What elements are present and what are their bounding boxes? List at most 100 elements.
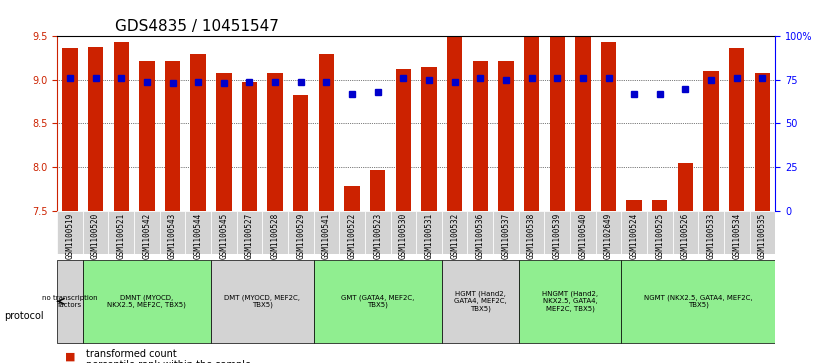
Text: ■: ■: [65, 362, 76, 363]
FancyBboxPatch shape: [570, 211, 596, 254]
FancyBboxPatch shape: [493, 211, 519, 254]
FancyBboxPatch shape: [57, 260, 82, 343]
FancyBboxPatch shape: [288, 211, 313, 254]
Text: GSM1100537: GSM1100537: [501, 213, 511, 259]
Text: GSM1100538: GSM1100538: [527, 213, 536, 259]
Bar: [447, 0, 463, 211]
Bar: [703, 71, 719, 211]
Text: HNGMT (Hand2,
NKX2.5, GATA4,
MEF2C, TBX5): HNGMT (Hand2, NKX2.5, GATA4, MEF2C, TBX5…: [542, 291, 598, 312]
Bar: [319, 54, 334, 211]
Bar: [242, 82, 257, 211]
FancyBboxPatch shape: [672, 211, 698, 254]
Text: GSM1102649: GSM1102649: [604, 213, 613, 259]
Bar: [575, 0, 591, 211]
FancyBboxPatch shape: [621, 211, 647, 254]
Text: transformed count: transformed count: [86, 349, 176, 359]
Text: GSM1100533: GSM1100533: [707, 213, 716, 259]
FancyBboxPatch shape: [519, 260, 621, 343]
Bar: [472, 61, 488, 211]
FancyBboxPatch shape: [109, 211, 134, 254]
Bar: [140, 61, 154, 211]
Bar: [652, 200, 667, 211]
Text: GSM1100534: GSM1100534: [732, 213, 741, 259]
FancyBboxPatch shape: [339, 211, 365, 254]
FancyBboxPatch shape: [237, 211, 262, 254]
Bar: [755, 73, 770, 211]
Text: no transcription
factors: no transcription factors: [42, 295, 98, 308]
Text: GSM1100528: GSM1100528: [271, 213, 280, 259]
Bar: [293, 95, 308, 211]
Text: GSM1100521: GSM1100521: [117, 213, 126, 259]
Bar: [370, 170, 385, 211]
FancyBboxPatch shape: [468, 211, 493, 254]
Bar: [549, 0, 565, 211]
FancyBboxPatch shape: [519, 211, 544, 254]
FancyBboxPatch shape: [185, 211, 211, 254]
Text: GSM1100522: GSM1100522: [348, 213, 357, 259]
FancyBboxPatch shape: [698, 211, 724, 254]
Bar: [88, 47, 104, 211]
FancyBboxPatch shape: [82, 260, 211, 343]
Text: GSM1100524: GSM1100524: [630, 213, 639, 259]
Text: GSM1100532: GSM1100532: [450, 213, 459, 259]
Bar: [113, 42, 129, 211]
Text: GSM1100535: GSM1100535: [758, 213, 767, 259]
Bar: [678, 163, 693, 211]
FancyBboxPatch shape: [313, 260, 441, 343]
FancyBboxPatch shape: [621, 260, 775, 343]
Bar: [627, 200, 642, 211]
Bar: [165, 61, 180, 211]
Text: GMT (GATA4, MEF2C,
TBX5): GMT (GATA4, MEF2C, TBX5): [341, 294, 415, 308]
Text: GSM1100525: GSM1100525: [655, 213, 664, 259]
Text: protocol: protocol: [4, 311, 44, 321]
Text: GSM1100531: GSM1100531: [424, 213, 433, 259]
Bar: [190, 54, 206, 211]
Text: GSM1100536: GSM1100536: [476, 213, 485, 259]
FancyBboxPatch shape: [211, 211, 237, 254]
Text: ■: ■: [65, 351, 76, 362]
FancyBboxPatch shape: [544, 211, 570, 254]
Bar: [729, 48, 744, 211]
FancyBboxPatch shape: [750, 211, 775, 254]
FancyBboxPatch shape: [365, 211, 391, 254]
Bar: [216, 73, 232, 211]
Bar: [421, 67, 437, 211]
FancyBboxPatch shape: [262, 211, 288, 254]
FancyBboxPatch shape: [416, 211, 441, 254]
Bar: [396, 69, 411, 211]
Bar: [344, 186, 360, 211]
Text: GSM1100540: GSM1100540: [579, 213, 588, 259]
Bar: [268, 73, 283, 211]
FancyBboxPatch shape: [441, 260, 519, 343]
Text: GSM1100543: GSM1100543: [168, 213, 177, 259]
FancyBboxPatch shape: [57, 211, 82, 254]
Text: GSM1100523: GSM1100523: [373, 213, 382, 259]
Text: GSM1100530: GSM1100530: [399, 213, 408, 259]
Bar: [601, 42, 616, 211]
Text: DMNT (MYOCD,
NKX2.5, MEF2C, TBX5): DMNT (MYOCD, NKX2.5, MEF2C, TBX5): [108, 294, 186, 308]
Text: NGMT (NKX2.5, GATA4, MEF2C,
TBX5): NGMT (NKX2.5, GATA4, MEF2C, TBX5): [644, 294, 752, 308]
Text: percentile rank within the sample: percentile rank within the sample: [86, 360, 251, 363]
Bar: [524, 0, 539, 211]
FancyBboxPatch shape: [82, 211, 109, 254]
FancyBboxPatch shape: [647, 211, 672, 254]
FancyBboxPatch shape: [724, 211, 750, 254]
Text: GSM1100541: GSM1100541: [322, 213, 331, 259]
Text: GSM1100542: GSM1100542: [142, 213, 152, 259]
Text: GSM1100520: GSM1100520: [91, 213, 100, 259]
FancyBboxPatch shape: [313, 211, 339, 254]
Text: GSM1100519: GSM1100519: [65, 213, 74, 259]
Text: GSM1100544: GSM1100544: [193, 213, 202, 259]
Text: GSM1100527: GSM1100527: [245, 213, 254, 259]
Text: GSM1100539: GSM1100539: [552, 213, 561, 259]
FancyBboxPatch shape: [596, 211, 621, 254]
Bar: [499, 61, 513, 211]
Text: HGMT (Hand2,
GATA4, MEF2C,
TBX5): HGMT (Hand2, GATA4, MEF2C, TBX5): [454, 291, 507, 312]
Text: GSM1100529: GSM1100529: [296, 213, 305, 259]
Text: DMT (MYOCD, MEF2C,
TBX5): DMT (MYOCD, MEF2C, TBX5): [224, 294, 300, 308]
FancyBboxPatch shape: [391, 211, 416, 254]
FancyBboxPatch shape: [211, 260, 313, 343]
FancyBboxPatch shape: [160, 211, 185, 254]
FancyBboxPatch shape: [441, 211, 468, 254]
FancyBboxPatch shape: [134, 211, 160, 254]
